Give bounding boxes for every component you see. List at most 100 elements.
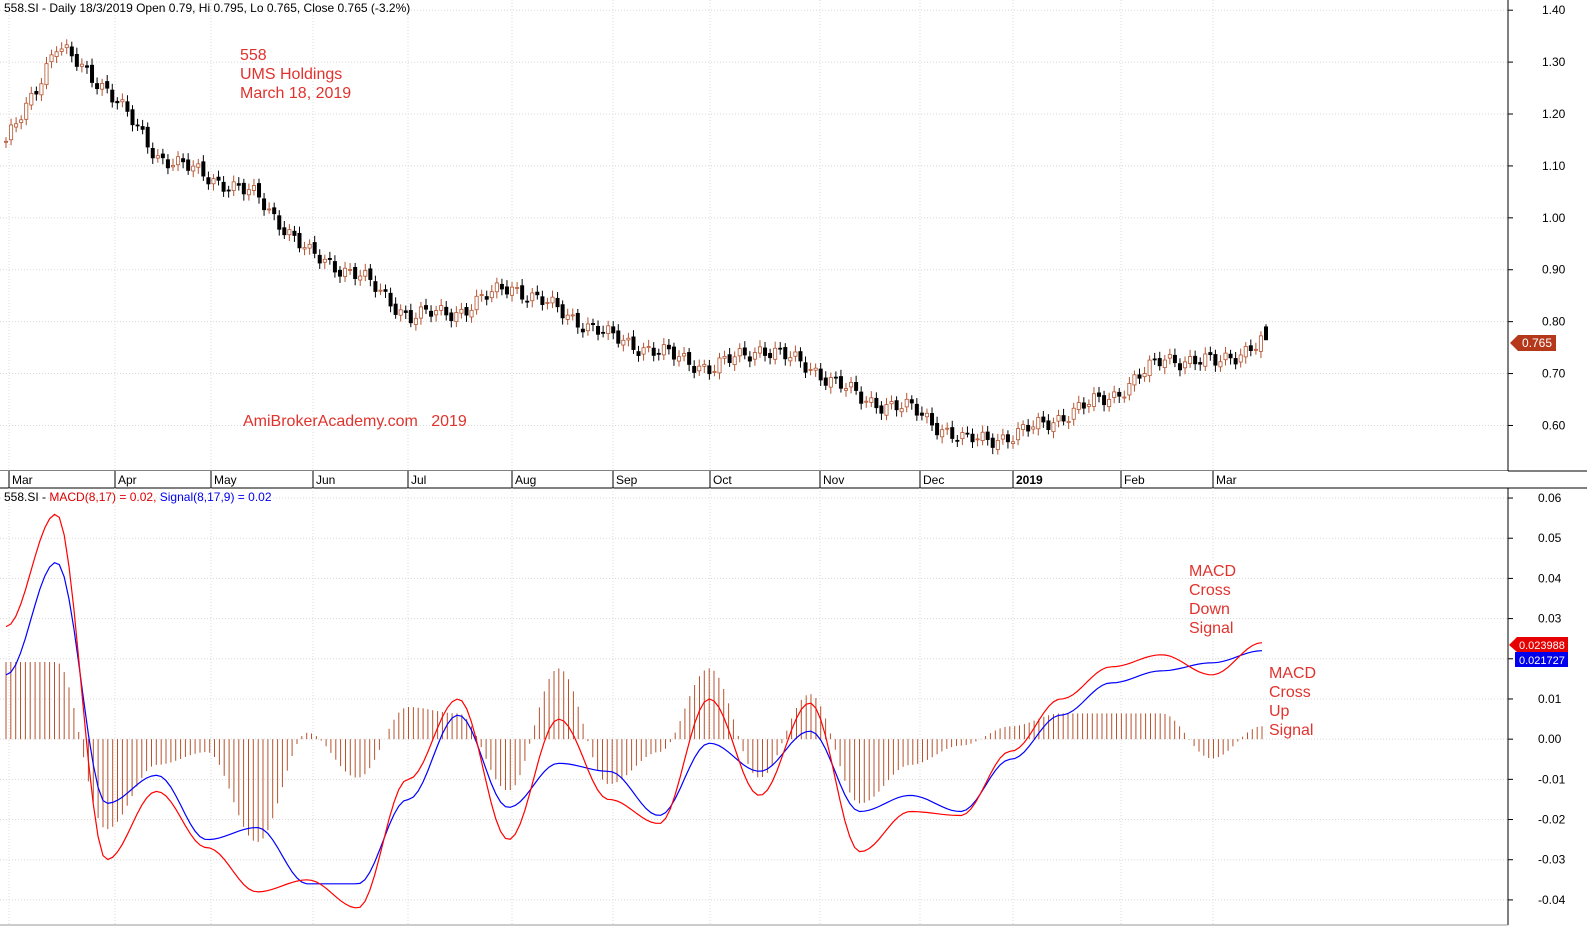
candle-body (752, 352, 757, 360)
candle-body (413, 317, 418, 325)
candle-body (747, 356, 752, 362)
candle-body (702, 364, 707, 367)
x-tick-label: Mar (1216, 473, 1237, 487)
annotation-cross-down-line1: MACD (1189, 563, 1236, 580)
candle-body (1238, 354, 1243, 363)
candle-body (170, 165, 175, 168)
signal-line (5, 562, 1263, 885)
candle-body (84, 65, 89, 68)
macd-header: 558.SI - MACD(8,17) = 0.02, Signal(8,17,… (4, 490, 272, 504)
price-candles (4, 39, 1269, 455)
candle-body (1061, 415, 1066, 422)
macd-tick-label: 0.05 (1538, 531, 1562, 545)
candle-body (216, 176, 221, 181)
candle-body (231, 181, 236, 191)
candle-body (935, 422, 940, 436)
candle-body (1071, 407, 1076, 420)
candle-body (160, 153, 165, 159)
candle-body (924, 412, 929, 418)
macd-histogram (5, 662, 1263, 842)
candle-body (768, 353, 773, 359)
x-tick-label: Mar (12, 473, 33, 487)
candle-body (181, 158, 186, 163)
candle-body (115, 100, 120, 104)
candle-body (186, 159, 191, 171)
candle-body (403, 310, 408, 313)
candle-body (1091, 393, 1096, 407)
price-tick-label: 1.30 (1542, 55, 1566, 69)
price-tick-label: 1.00 (1542, 211, 1566, 225)
candle-body (869, 397, 874, 403)
macd-tick-label: -0.01 (1538, 772, 1566, 786)
candle-body (19, 119, 24, 123)
candle-body (535, 291, 540, 296)
candle-body (373, 281, 378, 292)
candle-body (211, 178, 216, 185)
candle-body (1132, 374, 1137, 386)
candle-body (879, 405, 884, 414)
candle-body (828, 377, 833, 388)
candle-body (773, 347, 778, 360)
macd-header-macd: MACD(8,17) = 0.02, (49, 490, 159, 504)
candle-body (1086, 404, 1091, 407)
last-price-marker: 0.765 (1510, 335, 1556, 351)
candle-body (388, 292, 393, 307)
candle-body (1162, 359, 1167, 369)
candle-body (44, 63, 49, 86)
last-price-label: 0.765 (1522, 336, 1552, 350)
candle-body (246, 189, 251, 196)
candle-body (1046, 420, 1051, 430)
candle-body (732, 356, 737, 366)
candle-body (712, 371, 717, 373)
macd-panel: 558.SI - MACD(8,17) = 0.02, Signal(8,17,… (0, 488, 1568, 925)
macd-value-label: 0.023988 (1519, 640, 1565, 652)
candle-body (1016, 428, 1021, 441)
candle-body (469, 309, 474, 318)
candle-body (1127, 383, 1132, 396)
price-tick-label: 0.70 (1542, 367, 1566, 381)
candle-body (631, 336, 636, 350)
candle-body (510, 286, 515, 296)
candle-body (550, 296, 555, 304)
candle-body (692, 366, 697, 373)
x-axis: Mar Apr May Jun Jul Aug Sep Oct Nov Dec 2019 Feb Mar (0, 471, 1508, 488)
candle-body (666, 344, 671, 350)
candle-body (251, 185, 256, 191)
candle-body (585, 323, 590, 332)
candle-body (838, 376, 843, 389)
candle-body (408, 310, 413, 324)
candle-body (803, 362, 808, 373)
candle-body (909, 399, 914, 404)
candle-body (378, 289, 383, 292)
candle-body (1147, 359, 1152, 377)
candle-body (1177, 363, 1182, 371)
candle-body (1056, 415, 1061, 422)
candle-body (763, 347, 768, 356)
candle-body (221, 181, 226, 192)
macd-tick-label: -0.04 (1538, 893, 1566, 907)
candle-body (464, 307, 469, 316)
candle-body (945, 427, 950, 430)
candle-body (1102, 395, 1107, 406)
candle-body (398, 309, 403, 316)
candle-body (798, 351, 803, 362)
candle-body (39, 83, 44, 96)
candle-body (4, 140, 9, 143)
candle-body (808, 368, 813, 371)
candle-body (130, 109, 135, 126)
candle-body (793, 351, 798, 357)
candle-body (145, 126, 150, 148)
candle-body (1188, 356, 1193, 365)
candle-body (919, 412, 924, 416)
candle-body (849, 382, 854, 388)
candle-body (429, 310, 434, 317)
macd-tick-label: 0.06 (1538, 491, 1562, 505)
candle-body (459, 308, 464, 314)
candle-body (555, 297, 560, 308)
candle-body (859, 391, 864, 404)
candle-body (1122, 396, 1127, 399)
candle-body (110, 89, 115, 103)
candle-body (337, 269, 342, 277)
candle-body (1142, 373, 1147, 378)
price-header: 558.SI - Daily 18/3/2019 Open 0.79, Hi 0… (4, 1, 410, 15)
